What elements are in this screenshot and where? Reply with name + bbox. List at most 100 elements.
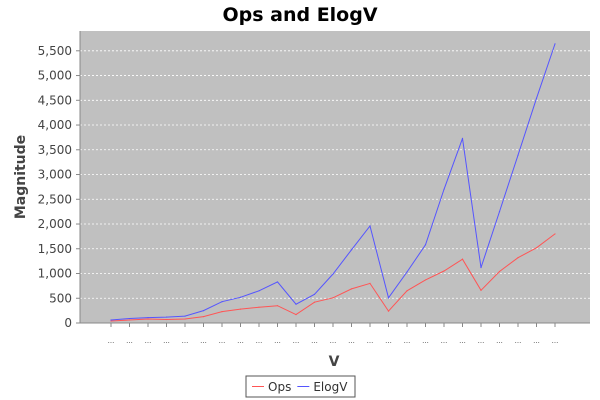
y-tick-label: 4,500 — [38, 93, 72, 107]
x-tick-label: ... — [126, 337, 133, 345]
gridlines — [80, 50, 590, 299]
data-point — [147, 316, 149, 319]
data-point — [295, 313, 297, 316]
x-tick-label: ... — [533, 337, 540, 345]
data-point — [184, 318, 186, 320]
data-point — [221, 311, 223, 313]
data-point — [128, 317, 131, 320]
y-tick-label: 0 — [64, 316, 72, 330]
data-point — [517, 257, 519, 259]
x-tick-label: ... — [496, 337, 503, 345]
y-tick-label: 1,500 — [38, 242, 72, 256]
data-point — [443, 270, 445, 272]
y-tick-label: 3,000 — [38, 168, 72, 182]
data-point — [313, 301, 316, 303]
data-point — [239, 308, 242, 310]
data-point — [147, 318, 149, 320]
data-point — [332, 273, 334, 275]
x-tick-label: ... — [515, 337, 522, 345]
x-tick-label: ... — [145, 337, 152, 345]
data-point — [554, 233, 556, 235]
data-point — [202, 315, 205, 318]
data-point — [406, 271, 408, 273]
data-point — [517, 154, 519, 156]
data-point — [276, 281, 279, 283]
data-point — [461, 137, 464, 139]
data-point — [350, 288, 353, 290]
data-point — [110, 319, 112, 321]
data-point — [387, 310, 390, 312]
series-lines — [110, 43, 556, 322]
data-point — [480, 266, 482, 269]
x-tick-label: ... — [219, 337, 226, 345]
x-tick-label: ... — [200, 337, 207, 345]
data-point — [498, 270, 501, 273]
x-axis-label: V — [329, 354, 340, 370]
data-point — [295, 303, 297, 305]
data-point — [332, 297, 334, 299]
y-tick-label: 1,000 — [38, 267, 72, 281]
data-point — [239, 296, 242, 298]
data-point — [165, 318, 168, 321]
y-tick-label: 5,500 — [38, 44, 72, 58]
x-tick-label: ... — [237, 337, 244, 345]
x-axis-ticks: ........................................… — [108, 323, 559, 345]
legend-label-elogv: ElogV — [313, 380, 348, 394]
x-tick-label: ... — [367, 337, 374, 345]
data-point — [443, 188, 445, 190]
legend: Ops ElogV — [245, 375, 356, 398]
x-tick-label: ... — [459, 337, 466, 345]
x-tick-label: ... — [274, 337, 281, 345]
data-point — [165, 316, 168, 318]
y-tick-label: 2,000 — [38, 217, 72, 231]
y-tick-label: 5,000 — [38, 69, 72, 83]
axes — [79, 31, 590, 324]
data-point — [313, 293, 316, 295]
y-axis-ticks: 0 500 1,000 1,500 2,000 2,500 3,000 3,500 4,000 4… — [38, 44, 80, 330]
data-point — [128, 319, 131, 321]
legend-label-ops: Ops — [268, 380, 291, 394]
data-point — [387, 297, 390, 299]
y-axis-label: Magnitude — [13, 135, 29, 219]
x-tick-label: ... — [293, 337, 300, 345]
data-point — [554, 43, 556, 45]
x-tick-label: ... — [404, 337, 411, 345]
data-point — [276, 305, 279, 307]
y-tick-label: 4,000 — [38, 118, 72, 132]
data-point — [535, 97, 538, 99]
x-tick-label: ... — [348, 337, 355, 345]
data-point — [202, 310, 205, 312]
y-tick-label: 500 — [49, 291, 72, 305]
data-point — [424, 244, 427, 246]
x-tick-label: ... — [256, 337, 263, 345]
data-point — [535, 247, 538, 249]
x-tick-label: ... — [330, 337, 337, 345]
x-tick-label: ... — [163, 337, 170, 345]
y-tick-label: 2,500 — [38, 192, 72, 206]
data-point — [461, 258, 464, 260]
x-tick-label: ... — [478, 337, 485, 345]
data-point — [369, 282, 371, 285]
data-point — [350, 249, 353, 251]
data-point — [406, 290, 408, 292]
data-point — [258, 306, 260, 308]
x-tick-label: ... — [182, 337, 189, 345]
data-point — [480, 289, 482, 291]
data-point — [184, 315, 186, 317]
x-tick-label: ... — [422, 337, 429, 345]
x-tick-label: ... — [108, 337, 115, 345]
x-tick-label: ... — [441, 337, 448, 345]
data-point — [424, 279, 427, 281]
chart-title: Ops and ElogV — [222, 4, 377, 26]
data-point — [258, 290, 260, 292]
x-tick-label: ... — [385, 337, 392, 345]
x-tick-label: ... — [311, 337, 318, 345]
data-point — [221, 301, 223, 303]
data-point — [110, 320, 112, 322]
data-point — [369, 225, 371, 227]
x-tick-label: ... — [552, 337, 559, 345]
plot-area — [80, 31, 590, 323]
y-tick-label: 3,500 — [38, 143, 72, 157]
data-point — [498, 211, 501, 213]
